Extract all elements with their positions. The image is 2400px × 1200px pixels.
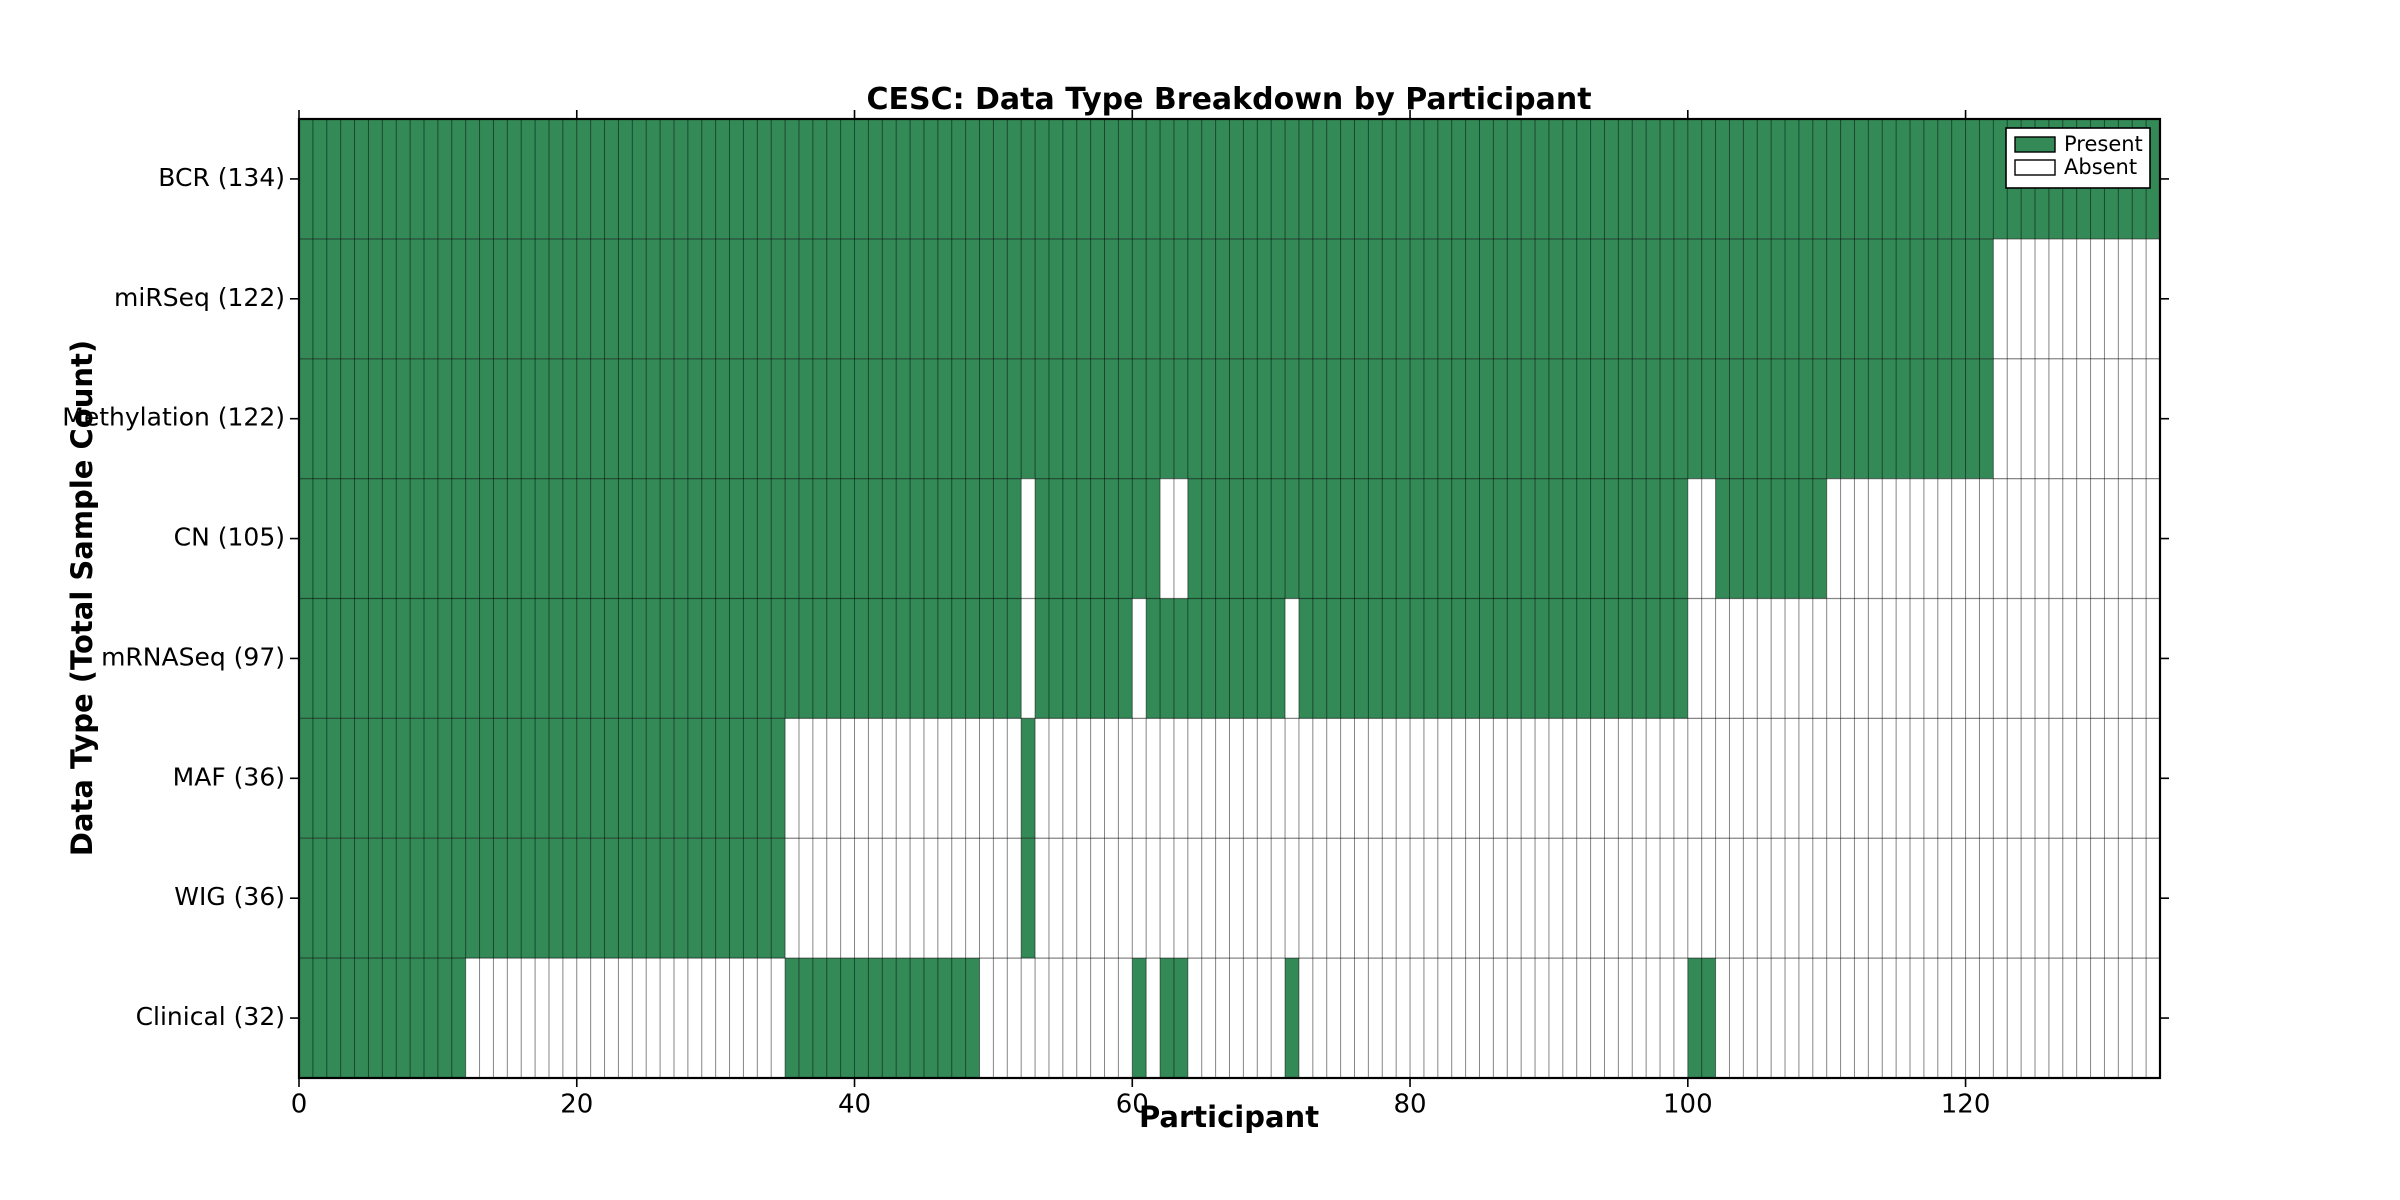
y-tick-label: Clinical (32) — [136, 1002, 285, 1031]
plot-border — [297, 117, 2162, 1080]
x-tick-120: 120 — [1941, 110, 1991, 1119]
cell-grid-horizontal — [299, 238, 2160, 959]
x-tick-label: 0 — [291, 1089, 308, 1119]
y-tick-label: CN (105) — [174, 523, 285, 552]
x-tick-label: 40 — [838, 1089, 871, 1119]
x-axis-label: Participant — [1138, 1100, 1320, 1134]
x-tick-label: 20 — [560, 1089, 593, 1119]
row-miRSeq — [299, 238, 2160, 359]
x-tick-20: 20 — [560, 110, 593, 1119]
y-tick-MAF: MAF (36) — [173, 762, 2169, 791]
x-tick-80: 80 — [1393, 110, 1427, 1119]
cell-grid-vertical — [312, 119, 2147, 1078]
y-tick-label: MAF (36) — [173, 762, 285, 791]
y-tick-label: BCR (134) — [158, 163, 285, 192]
row-MAF — [299, 718, 2160, 839]
legend-swatch — [2014, 136, 2056, 153]
x-tick-label: 100 — [1663, 1089, 1713, 1119]
x-tick-60: 60 — [1116, 110, 1149, 1119]
row-WIG — [299, 838, 2160, 959]
y-tick-Methylation: Methylation (122) — [62, 403, 2169, 432]
y-tick-label: WIG (36) — [174, 882, 285, 911]
y-tick-label: mRNASeq (97) — [101, 642, 285, 671]
chart-title: CESC: Data Type Breakdown by Participant — [866, 82, 1592, 117]
row-CN — [299, 478, 2160, 599]
row-BCR — [299, 119, 2160, 239]
x-tick-label: 120 — [1941, 1089, 1991, 1119]
legend-label: Absent — [2064, 155, 2137, 179]
legend-entry-Absent: Absent — [2014, 155, 2137, 179]
legend-entry-Present: Present — [2014, 132, 2143, 156]
y-tick-label: Methylation (122) — [62, 403, 285, 432]
x-tick-0: 0 — [291, 110, 308, 1119]
row-mRNASeq — [299, 598, 2160, 719]
x-tick-40: 40 — [838, 110, 871, 1119]
legend-swatch — [2014, 159, 2056, 176]
y-tick-CN: CN (105) — [174, 523, 2169, 552]
x-tick-label: 60 — [1116, 1089, 1149, 1119]
row-Methylation — [299, 358, 2160, 479]
y-tick-WIG: WIG (36) — [174, 882, 2169, 911]
y-tick-miRSeq: miRSeq (122) — [114, 283, 2169, 312]
x-tick-100: 100 — [1663, 110, 1713, 1119]
y-tick-Clinical: Clinical (32) — [136, 1002, 2169, 1031]
x-tick-label: 80 — [1393, 1089, 1426, 1119]
y-tick-mRNASeq: mRNASeq (97) — [101, 642, 2169, 671]
row-Clinical — [299, 958, 2160, 1078]
legend-label: Present — [2064, 132, 2143, 156]
y-tick-label: miRSeq (122) — [114, 283, 285, 312]
y-tick-BCR: BCR (134) — [158, 163, 2169, 192]
